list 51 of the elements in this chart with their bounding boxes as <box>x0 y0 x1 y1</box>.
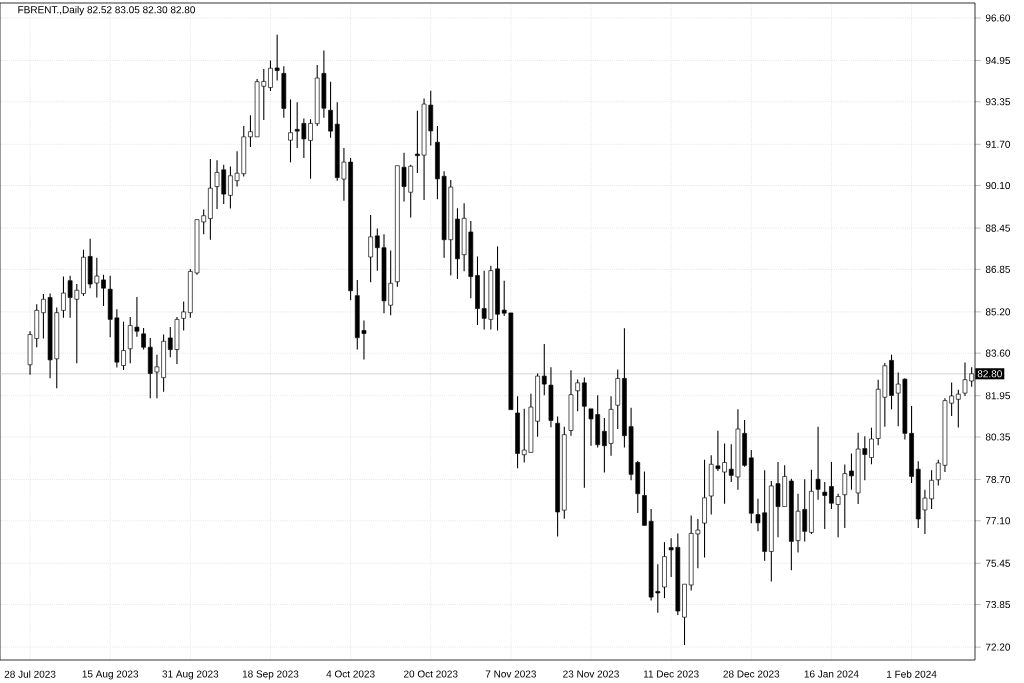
candlestick <box>615 368 621 430</box>
candlestick <box>368 214 373 283</box>
y-tick-label: 78.70 <box>985 475 1011 484</box>
x-tick-label: 28 Dec 2023 <box>723 670 780 678</box>
y-tick-label: 94.95 <box>985 56 1011 65</box>
y-tick-label: 90.10 <box>985 182 1011 190</box>
x-tick-label: 1 Feb 2024 <box>887 670 937 678</box>
candlestick <box>575 378 581 412</box>
candlestick <box>328 81 333 139</box>
y-tick-label: 83.60 <box>985 349 1011 357</box>
candlestick <box>815 426 821 501</box>
candlestick <box>662 541 667 599</box>
y-tick-label: 77.10 <box>985 517 1011 525</box>
y-tick-label: 73.85 <box>985 601 1011 609</box>
x-tick-label: 31 Aug 2023 <box>162 670 219 680</box>
candlestick <box>702 459 707 558</box>
y-tick-label: 86.85 <box>985 265 1011 273</box>
candlestick <box>581 376 587 489</box>
candlestick <box>842 464 848 529</box>
chart-title: FBRENT.,Daily 82.52 83.05 82.30 82.80 <box>18 5 196 16</box>
x-tick-label: 18 Sep 2023 <box>242 670 299 680</box>
y-tick-label: 93.35 <box>985 98 1011 106</box>
y-tick-label: 85.20 <box>985 308 1011 316</box>
x-tick-label: 28 Jul 2023 <box>4 670 56 678</box>
candlestick <box>515 395 520 469</box>
candlestick <box>288 98 293 163</box>
x-tick-label: 15 Aug 2023 <box>82 670 139 680</box>
candlestick <box>568 369 574 437</box>
x-tick-label: 7 Nov 2023 <box>485 670 536 678</box>
candlestick <box>101 274 106 307</box>
x-tick-label: 23 Nov 2023 <box>563 670 619 678</box>
y-tick-label: 72.20 <box>985 643 1011 651</box>
x-tick-label: 11 Dec 2023 <box>643 670 699 678</box>
candlestick <box>141 327 146 351</box>
ref-line-label: 82.80 <box>977 370 1002 378</box>
y-tick-label: 80.35 <box>985 433 1011 441</box>
candlestick <box>208 158 213 241</box>
y-tick-label: 81.95 <box>985 392 1011 400</box>
y-tick-label: 96.60 <box>985 14 1011 22</box>
y-tick-label: 88.45 <box>985 224 1011 232</box>
candlestick <box>748 449 754 524</box>
x-tick-label: 20 Oct 2023 <box>404 670 458 678</box>
candlestick <box>495 245 500 332</box>
candlestick <box>181 301 186 332</box>
x-tick-label: 16 Jan 2024 <box>804 670 859 678</box>
candlestick <box>809 469 814 535</box>
candlestick <box>822 481 828 530</box>
y-tick-label: 91.70 <box>985 140 1011 148</box>
x-tick-label: 4 Oct 2023 <box>326 670 375 678</box>
y-tick-label: 75.45 <box>985 559 1011 567</box>
candlestick <box>682 583 687 646</box>
